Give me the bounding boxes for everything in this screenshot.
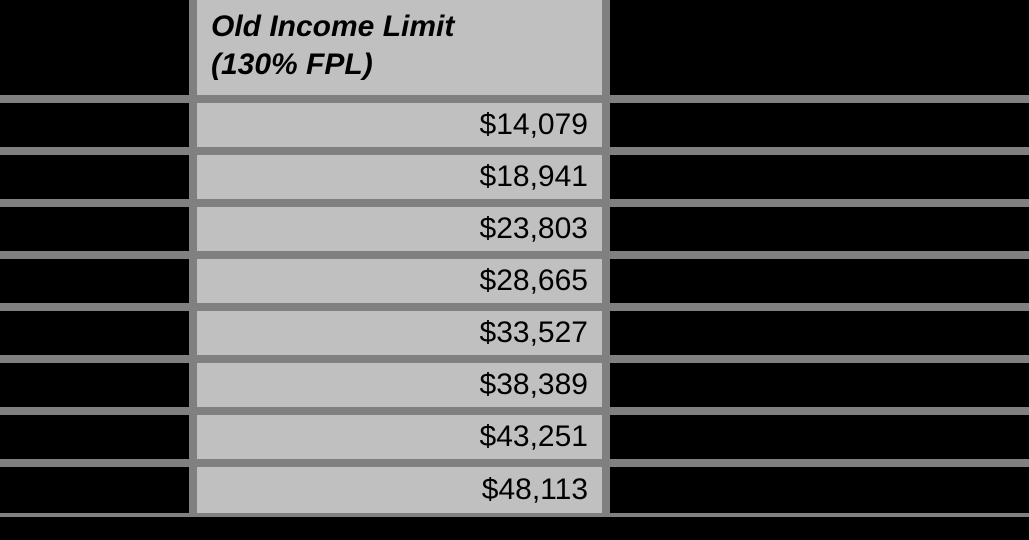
row-cell-value: $48,113 — [193, 463, 606, 515]
row-cell-value: $28,665 — [193, 255, 606, 307]
row-cell-left — [0, 411, 193, 463]
header-cell-right — [606, 0, 1029, 99]
row-cell-left — [0, 99, 193, 151]
table-row: $48,113 — [0, 463, 1029, 515]
row-cell-left — [0, 151, 193, 203]
row-cell-left — [0, 463, 193, 515]
table-row: $33,527 — [0, 307, 1029, 359]
row-cell-right — [606, 203, 1029, 255]
row-cell-right — [606, 255, 1029, 307]
row-cell-left — [0, 307, 193, 359]
row-cell-value: $18,941 — [193, 151, 606, 203]
table-row: $38,389 — [0, 359, 1029, 411]
header-cell-mid: Old Income Limit (130% FPL) — [193, 0, 606, 99]
table-row: $14,079 — [0, 99, 1029, 151]
row-cell-value: $33,527 — [193, 307, 606, 359]
header-line-1: Old Income Limit — [211, 10, 454, 43]
row-cell-value: $14,079 — [193, 99, 606, 151]
table-row: $18,941 — [0, 151, 1029, 203]
table-row: $43,251 — [0, 411, 1029, 463]
row-cell-right — [606, 411, 1029, 463]
table-row: $28,665 — [0, 255, 1029, 307]
row-cell-right — [606, 151, 1029, 203]
table-header-row: Old Income Limit (130% FPL) — [0, 0, 1029, 99]
row-cell-left — [0, 255, 193, 307]
income-limit-table: Old Income Limit (130% FPL) $14,079 $18,… — [0, 0, 1029, 517]
header-cell-left — [0, 0, 193, 99]
header-line-2: (130% FPL) — [211, 48, 373, 81]
row-cell-left — [0, 359, 193, 411]
row-cell-right — [606, 99, 1029, 151]
row-cell-value: $43,251 — [193, 411, 606, 463]
row-cell-value: $38,389 — [193, 359, 606, 411]
row-cell-right — [606, 463, 1029, 515]
row-cell-right — [606, 359, 1029, 411]
row-cell-left — [0, 203, 193, 255]
row-cell-right — [606, 307, 1029, 359]
table-row: $23,803 — [0, 203, 1029, 255]
row-cell-value: $23,803 — [193, 203, 606, 255]
